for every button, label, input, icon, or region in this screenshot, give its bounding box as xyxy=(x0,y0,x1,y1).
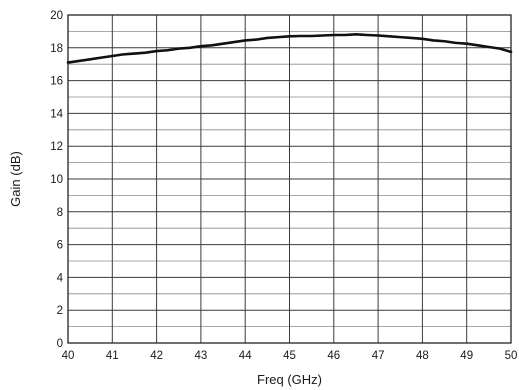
x-tick-label: 40 xyxy=(62,350,75,362)
x-tick-label: 42 xyxy=(150,350,163,362)
y-tick-label: 0 xyxy=(57,338,63,350)
y-tick-label: 8 xyxy=(57,207,63,219)
x-tick-label: 45 xyxy=(283,350,296,362)
y-tick-label: 14 xyxy=(50,108,63,120)
plot-frame xyxy=(67,14,512,344)
y-axis-title: Gain (dB) xyxy=(8,151,23,207)
y-tick-label: 6 xyxy=(57,240,63,252)
x-tick-label: 49 xyxy=(460,350,473,362)
x-tick-label: 48 xyxy=(416,350,429,362)
y-tick-label: 12 xyxy=(50,141,63,153)
y-tick-label: 20 xyxy=(50,10,63,22)
y-tick-label: 10 xyxy=(50,174,63,186)
x-tick-label: 46 xyxy=(327,350,340,362)
y-tick-label: 16 xyxy=(50,76,63,88)
x-tick-label: 47 xyxy=(372,350,385,362)
x-tick-label: 41 xyxy=(106,350,119,362)
grid xyxy=(67,14,512,344)
x-axis-title: Freq (GHz) xyxy=(257,372,322,387)
y-tick-label: 2 xyxy=(57,305,63,317)
y-tick-label: 18 xyxy=(50,43,63,55)
x-tick-label: 50 xyxy=(505,350,518,362)
gain-series-line xyxy=(66,33,513,64)
y-tick-label: 4 xyxy=(57,272,64,284)
x-tick-label: 43 xyxy=(195,350,208,362)
x-tick-label: 44 xyxy=(239,350,252,362)
